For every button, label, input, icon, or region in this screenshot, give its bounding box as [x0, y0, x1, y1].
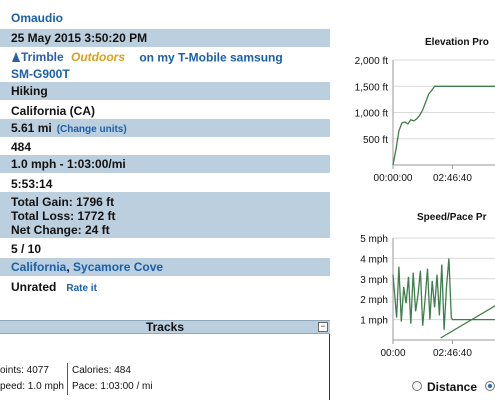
- tracks-title: Tracks: [145, 320, 185, 334]
- y-tick-label: 5 mph: [360, 234, 388, 245]
- points-row: 484: [0, 140, 330, 154]
- duration-value: 5:53:14: [11, 177, 53, 191]
- location-row: California, Sycamore Cove: [0, 258, 330, 276]
- y-tick-label: 1,000 ft: [355, 109, 389, 120]
- x-tick-label: 02:46:40: [433, 348, 472, 359]
- brand-text: Trimble: [21, 50, 64, 64]
- tracks-divider: [67, 363, 68, 395]
- distance-radio-label[interactable]: Distance: [427, 380, 478, 394]
- y-tick-label: 1 mph: [360, 316, 388, 327]
- location-separator: ,: [66, 260, 74, 274]
- rating-score: 5 / 10: [11, 242, 42, 256]
- y-tick-label: 1,500 ft: [355, 82, 389, 93]
- device-row: Trimble Outdoors on my T-Mobile samsung …: [0, 50, 330, 81]
- speed-pace-value: 1.0 mph - 1:03:00/mi: [11, 157, 126, 171]
- date-row: 25 May 2015 3:50:20 PM: [0, 29, 330, 47]
- distance-radio[interactable]: [412, 381, 422, 391]
- elevation-stats-row: Total Gain: 1796 ft Total Loss: 1772 ft …: [0, 192, 330, 238]
- track-calories: Calories: 484: [72, 365, 131, 376]
- trimble-outdoors-logo[interactable]: Trimble Outdoors: [11, 50, 136, 67]
- chart-title: Speed/Pace Pr: [417, 212, 487, 223]
- user-rating-row: Unrated Rate it: [0, 280, 330, 294]
- tracks-header: Tracks −: [0, 320, 330, 334]
- activity-date: 25 May 2015 3:50:20 PM: [11, 31, 148, 45]
- location-state-link[interactable]: California: [11, 260, 67, 274]
- series-line-0-0: [392, 85, 495, 166]
- activity-type: Hiking: [11, 84, 48, 98]
- region-row: California (CA): [0, 104, 330, 118]
- y-tick-label: 4 mph: [360, 254, 388, 265]
- rate-it-link[interactable]: Rate it: [66, 283, 97, 294]
- y-tick-label: 2 mph: [360, 295, 388, 306]
- track-pace: Pace: 1:03:00 / mi: [72, 381, 153, 392]
- elevation-chart[interactable]: Elevation Pro 2,000 ft 1,500 ft 1,000 ft 500…: [333, 0, 495, 190]
- speed-chart[interactable]: Speed/Pace Pr 5 mph 4 mph 3 mph 2 mph 1 mph 00…: [333, 200, 495, 380]
- series-line-1-0: [392, 258, 495, 330]
- y-tick-label: 3 mph: [360, 275, 388, 286]
- x-tick-label: 00:00:00: [374, 173, 413, 184]
- points-value: 484: [11, 140, 32, 154]
- y-tick-label: 2,000 ft: [355, 56, 389, 67]
- rated-status: Unrated: [11, 280, 57, 294]
- track-speed: peed: 1.0 mph: [0, 381, 64, 392]
- charts-panel: Elevation Pro 2,000 ft 1,500 ft 1,000 ft 500…: [333, 0, 495, 400]
- owner-link[interactable]: Omaudio: [11, 11, 64, 25]
- total-loss: Total Loss: 1772 ft: [11, 209, 116, 223]
- brand-script: Outdoors: [71, 50, 125, 64]
- time-radio[interactable]: [485, 381, 495, 391]
- location-place-link[interactable]: Sycamore Cove: [73, 260, 164, 274]
- rating-row: 5 / 10: [0, 242, 330, 256]
- tracks-panel: [0, 334, 330, 400]
- total-gain: Total Gain: 1796 ft: [11, 195, 115, 209]
- collapse-button[interactable]: −: [318, 322, 328, 332]
- x-tick-label: 00:00: [380, 348, 405, 359]
- region: California (CA): [11, 104, 95, 118]
- owner-row: Omaudio: [0, 11, 330, 25]
- duration-row: 5:53:14: [0, 177, 330, 191]
- y-tick-label: 500 ft: [363, 135, 388, 146]
- x-tick-label: 02:46:40: [433, 173, 472, 184]
- speed-row: 1.0 mph - 1:03:00/mi: [0, 155, 330, 173]
- activity-type-row: Hiking: [0, 82, 330, 100]
- device-model-link[interactable]: SM-G900T: [11, 67, 70, 81]
- change-units-link[interactable]: (Change units): [56, 124, 127, 135]
- series-line-1-1: [440, 305, 495, 339]
- chart-title: Elevation Pro: [425, 37, 489, 48]
- net-change: Net Change: 24 ft: [11, 223, 110, 237]
- track-points: oints: 4077: [0, 365, 49, 376]
- distance-value: 5.61 mi: [11, 121, 52, 135]
- distance-row: 5.61 mi (Change units): [0, 119, 330, 137]
- device-link[interactable]: on my T-Mobile samsung: [139, 50, 283, 65]
